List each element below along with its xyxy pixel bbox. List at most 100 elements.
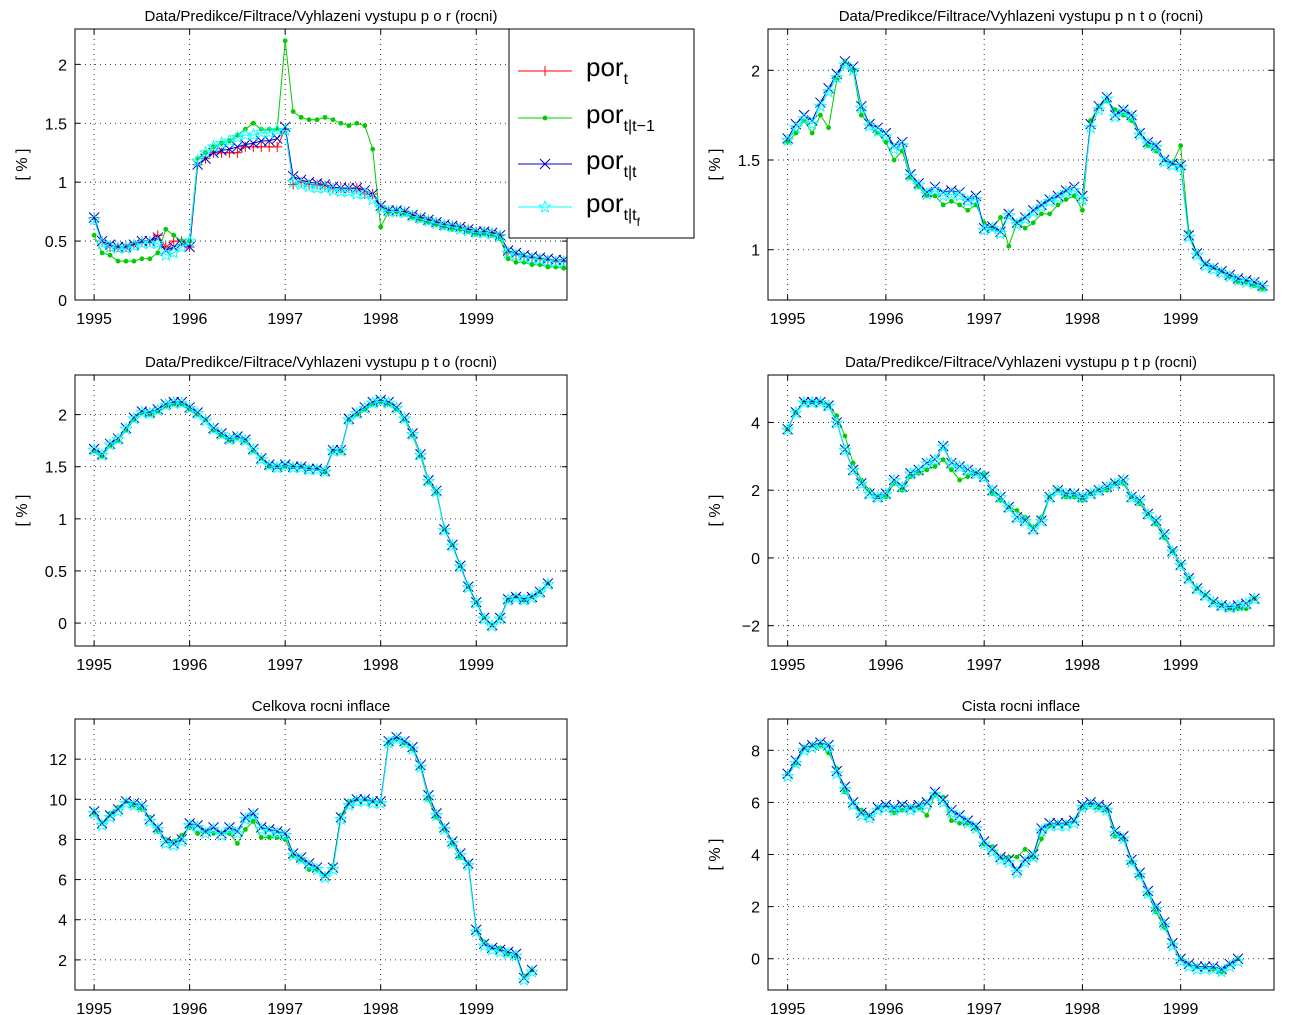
data-point bbox=[797, 111, 811, 125]
data-point bbox=[838, 57, 852, 71]
data-point bbox=[192, 820, 203, 831]
grid bbox=[768, 29, 1274, 300]
data-point bbox=[1231, 954, 1245, 968]
data-point bbox=[1173, 558, 1188, 572]
data-point bbox=[112, 241, 124, 253]
data-point bbox=[413, 448, 428, 462]
data-point bbox=[190, 406, 205, 420]
legend-marker bbox=[540, 66, 550, 76]
data-point bbox=[461, 223, 476, 237]
data-point bbox=[1027, 849, 1039, 860]
data-point bbox=[883, 139, 889, 145]
chart-title: Cista rocni inflace bbox=[962, 698, 1080, 715]
data-point bbox=[944, 805, 959, 819]
data-point bbox=[453, 222, 468, 236]
data-point bbox=[924, 813, 930, 818]
data-point bbox=[1022, 225, 1028, 231]
data-point bbox=[957, 820, 962, 826]
data-point bbox=[505, 256, 511, 262]
data-point bbox=[343, 413, 355, 425]
data-point bbox=[854, 476, 869, 490]
data-point bbox=[993, 490, 1008, 504]
data-point bbox=[1044, 817, 1056, 829]
data-point bbox=[163, 226, 169, 232]
data-point bbox=[453, 848, 468, 862]
data-point bbox=[453, 559, 468, 573]
data-point bbox=[462, 858, 474, 869]
y-tick-label: 1 bbox=[751, 243, 760, 260]
data-point bbox=[429, 484, 444, 498]
data-point bbox=[431, 807, 442, 819]
data-point bbox=[263, 459, 275, 470]
data-point bbox=[1003, 208, 1015, 220]
data-point bbox=[397, 735, 412, 749]
series-group bbox=[87, 393, 555, 633]
legend-marker bbox=[538, 199, 552, 213]
x-tick-label: 1999 bbox=[1163, 311, 1199, 328]
chart-panel-5: Celkova rocni inflace 1995 1996 1997 1998 199… bbox=[49, 698, 568, 1015]
data-point bbox=[415, 759, 426, 771]
data-point bbox=[1116, 473, 1131, 487]
y-tick-label: 6 bbox=[751, 795, 760, 812]
legend-label: port|t bbox=[586, 145, 637, 181]
data-point bbox=[238, 433, 253, 447]
data-point bbox=[230, 430, 245, 444]
data-point bbox=[302, 858, 316, 872]
data-point bbox=[895, 800, 910, 814]
data-point bbox=[780, 133, 795, 147]
data-point bbox=[525, 251, 539, 265]
data-point bbox=[362, 123, 368, 129]
data-point bbox=[1239, 274, 1253, 288]
data-point bbox=[142, 814, 157, 828]
data-point bbox=[421, 790, 436, 804]
y-tick-label: 2 bbox=[58, 57, 67, 74]
chart-title: Data/Predikce/Filtrace/Vyhlazeni vystupu… bbox=[145, 8, 498, 25]
data-point bbox=[1157, 154, 1172, 168]
data-point bbox=[1014, 508, 1020, 513]
series-star bbox=[87, 393, 555, 633]
data-point bbox=[879, 129, 893, 143]
data-point bbox=[1214, 265, 1229, 279]
data-point bbox=[262, 458, 277, 472]
data-point bbox=[235, 841, 240, 846]
y-tick-label: 4 bbox=[751, 415, 760, 432]
data-point bbox=[846, 463, 861, 477]
y-axis-label: [ % ] bbox=[707, 148, 724, 180]
data-point bbox=[405, 209, 420, 223]
data-point bbox=[1108, 826, 1123, 840]
data-point bbox=[1142, 885, 1154, 897]
data-point bbox=[158, 836, 173, 850]
data-point bbox=[1018, 514, 1032, 528]
data-point bbox=[330, 117, 336, 123]
data-point bbox=[334, 812, 348, 826]
y-tick-label: 6 bbox=[58, 873, 67, 890]
data-point bbox=[405, 741, 420, 756]
data-point bbox=[103, 437, 117, 451]
data-point bbox=[501, 946, 515, 960]
data-point bbox=[370, 146, 376, 152]
data-point bbox=[262, 824, 277, 838]
data-point bbox=[957, 477, 962, 483]
data-point bbox=[888, 802, 900, 813]
legend-box bbox=[508, 28, 695, 239]
data-point bbox=[136, 799, 148, 811]
data-point bbox=[965, 207, 971, 213]
data-point bbox=[850, 460, 856, 466]
data-point bbox=[1055, 202, 1061, 208]
data-point bbox=[1247, 592, 1262, 606]
data-point bbox=[1157, 527, 1172, 541]
data-point bbox=[437, 822, 452, 836]
data-point bbox=[1100, 91, 1114, 105]
data-point bbox=[326, 862, 340, 876]
data-point bbox=[993, 852, 1008, 866]
data-point bbox=[986, 221, 998, 232]
data-point bbox=[1083, 486, 1098, 501]
data-point bbox=[1117, 104, 1129, 116]
data-point bbox=[171, 232, 177, 238]
data-point bbox=[998, 215, 1003, 220]
data-point bbox=[103, 239, 117, 253]
data-point bbox=[1010, 510, 1024, 524]
y-tick-label: 2 bbox=[58, 953, 67, 970]
x-tick-label: 1996 bbox=[868, 1001, 904, 1015]
